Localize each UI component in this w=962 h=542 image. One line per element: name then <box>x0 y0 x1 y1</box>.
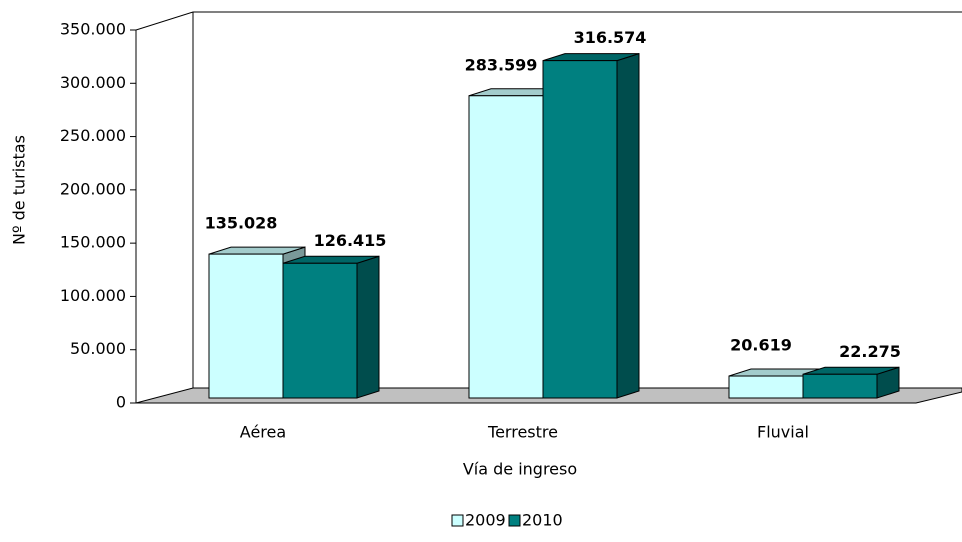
bar-side <box>616 52 640 399</box>
y-tick-label: 200.000 <box>60 179 126 198</box>
y-tick-label: 300.000 <box>60 73 126 92</box>
value-label: 135.028 <box>205 214 278 233</box>
value-label: 316.574 <box>574 28 647 47</box>
y-tick-label: 350.000 <box>60 20 126 39</box>
bar <box>282 262 358 399</box>
walls <box>135 11 962 403</box>
value-label: 22.275 <box>839 342 901 361</box>
bar <box>208 253 284 399</box>
y-tick-label: 250.000 <box>60 126 126 145</box>
x-tick-label: Aérea <box>240 423 286 442</box>
y-tick-label: 150.000 <box>60 233 126 252</box>
legend-swatch <box>508 514 521 527</box>
bar-side <box>356 255 380 399</box>
x-tick-label: Fluvial <box>757 423 809 442</box>
y-tick-label: 50.000 <box>70 339 126 358</box>
value-label: 283.599 <box>465 55 538 74</box>
y-tick-label: 100.000 <box>60 286 126 305</box>
legend-label: 2009 <box>465 511 506 530</box>
bar <box>542 60 618 399</box>
y-tick-label: 0 <box>116 393 126 412</box>
bar <box>728 375 804 399</box>
x-axis-title: Vía de ingreso <box>463 460 577 479</box>
y-axis-title: Nº de turistas <box>10 135 29 245</box>
bar <box>468 95 544 399</box>
value-label: 20.619 <box>730 336 792 355</box>
x-tick-label: Terrestre <box>487 423 558 442</box>
legend-swatch <box>451 514 464 527</box>
value-label: 126.415 <box>314 231 387 250</box>
bar <box>802 373 878 399</box>
legend-label: 2010 <box>522 511 563 530</box>
